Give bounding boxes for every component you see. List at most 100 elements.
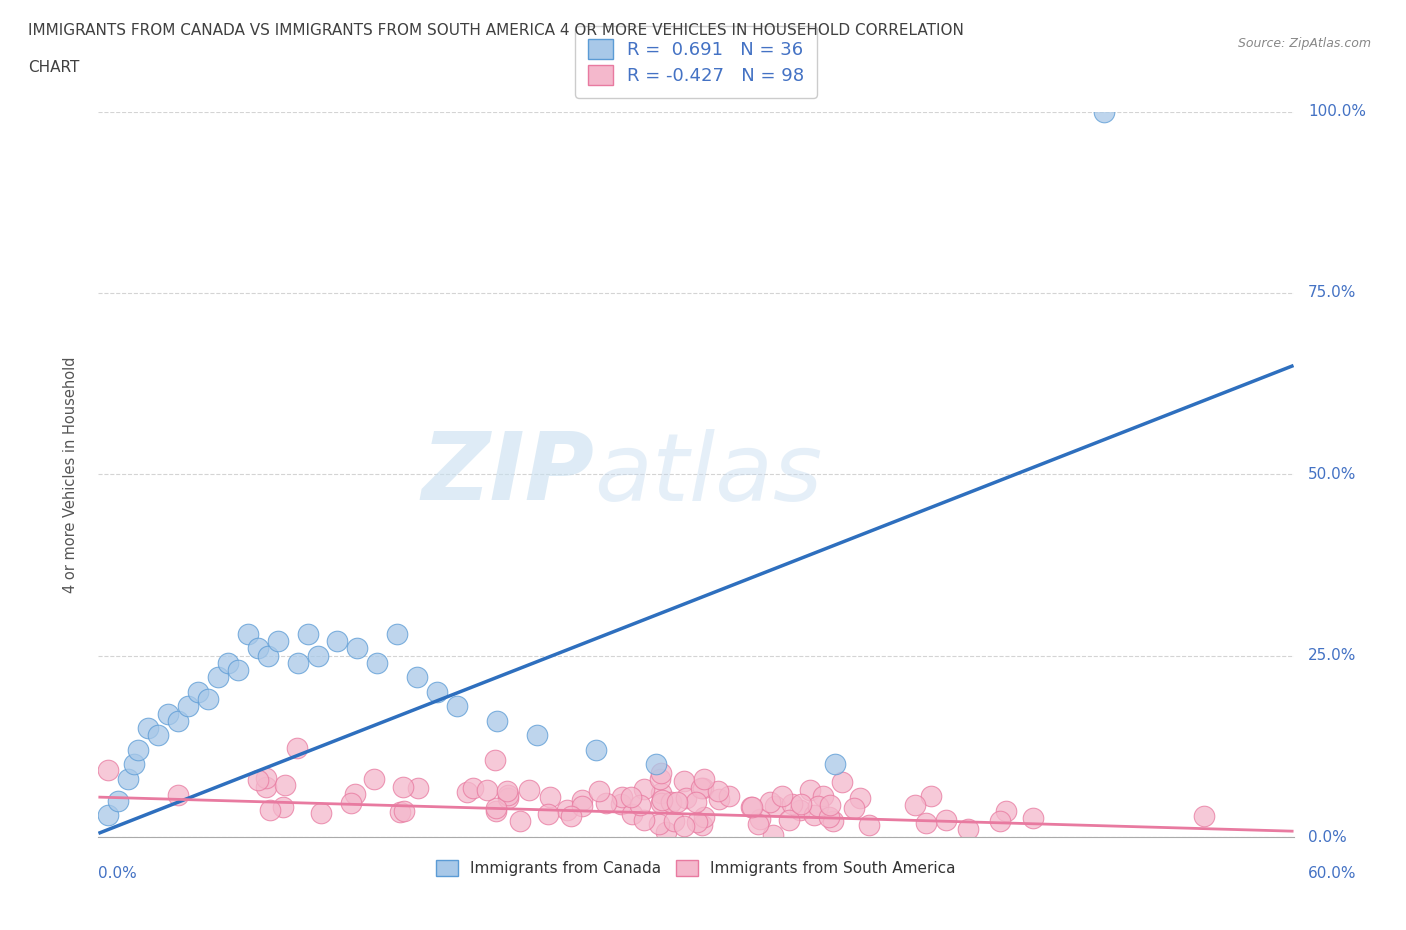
- Point: [167, 788, 190, 803]
- Point: [555, 802, 578, 817]
- Point: [585, 742, 607, 757]
- Point: [718, 789, 741, 804]
- Point: [426, 684, 449, 699]
- Point: [124, 757, 146, 772]
- Point: [177, 699, 200, 714]
- Point: [823, 814, 845, 829]
- Point: [187, 684, 209, 699]
- Point: [496, 790, 519, 805]
- Point: [995, 804, 1018, 818]
- Point: [904, 797, 927, 812]
- Point: [526, 728, 548, 743]
- Point: [117, 772, 139, 787]
- Point: [665, 794, 688, 809]
- Point: [366, 656, 388, 671]
- Text: CHART: CHART: [28, 60, 80, 75]
- Point: [749, 812, 772, 827]
- Point: [456, 785, 478, 800]
- Point: [343, 787, 366, 802]
- Point: [655, 825, 678, 840]
- Point: [309, 805, 332, 820]
- Point: [620, 790, 643, 804]
- Point: [759, 795, 782, 810]
- Point: [782, 797, 804, 812]
- Point: [707, 792, 730, 807]
- Point: [633, 781, 655, 796]
- Point: [274, 777, 297, 792]
- Point: [256, 648, 278, 663]
- Point: [650, 796, 672, 811]
- Point: [537, 806, 560, 821]
- Point: [647, 817, 669, 831]
- Text: 0.0%: 0.0%: [1308, 830, 1347, 844]
- Point: [236, 627, 259, 642]
- Point: [811, 789, 834, 804]
- Text: Source: ZipAtlas.com: Source: ZipAtlas.com: [1237, 37, 1371, 50]
- Point: [346, 641, 368, 656]
- Text: atlas: atlas: [595, 429, 823, 520]
- Point: [254, 779, 277, 794]
- Point: [789, 803, 811, 817]
- Point: [692, 772, 714, 787]
- Point: [388, 804, 411, 819]
- Point: [136, 721, 159, 736]
- Point: [287, 656, 309, 671]
- Point: [588, 784, 610, 799]
- Point: [650, 786, 672, 801]
- Point: [571, 792, 593, 807]
- Point: [673, 774, 696, 789]
- Point: [685, 794, 707, 809]
- Point: [484, 752, 506, 767]
- Point: [620, 806, 643, 821]
- Point: [157, 706, 180, 721]
- Point: [1192, 808, 1215, 823]
- Point: [920, 789, 942, 804]
- Point: [659, 795, 682, 810]
- Point: [778, 812, 800, 827]
- Point: [650, 771, 672, 786]
- Point: [915, 816, 938, 830]
- Point: [799, 783, 821, 798]
- Point: [538, 790, 561, 804]
- Point: [651, 792, 673, 807]
- Point: [824, 757, 846, 772]
- Point: [628, 797, 651, 812]
- Point: [595, 795, 617, 810]
- Point: [259, 803, 281, 817]
- Point: [662, 814, 685, 829]
- Point: [485, 804, 508, 819]
- Point: [340, 796, 363, 811]
- Text: 75.0%: 75.0%: [1308, 286, 1357, 300]
- Point: [197, 692, 219, 707]
- Point: [690, 780, 713, 795]
- Point: [97, 808, 120, 823]
- Point: [740, 799, 762, 814]
- Point: [692, 817, 714, 832]
- Point: [148, 728, 170, 743]
- Point: [391, 779, 413, 794]
- Point: [747, 817, 769, 831]
- Point: [485, 800, 508, 815]
- Point: [763, 799, 786, 814]
- Point: [246, 641, 269, 656]
- Point: [385, 627, 409, 642]
- Point: [762, 828, 785, 843]
- Point: [707, 784, 730, 799]
- Point: [560, 808, 582, 823]
- Point: [692, 780, 714, 795]
- Point: [167, 713, 190, 728]
- Point: [633, 812, 655, 827]
- Text: IMMIGRANTS FROM CANADA VS IMMIGRANTS FROM SOUTH AMERICA 4 OR MORE VEHICLES IN HO: IMMIGRANTS FROM CANADA VS IMMIGRANTS FRO…: [28, 23, 965, 38]
- Point: [1022, 810, 1045, 825]
- Text: 25.0%: 25.0%: [1308, 648, 1357, 663]
- Point: [770, 789, 793, 804]
- Point: [509, 813, 531, 828]
- Point: [645, 757, 668, 772]
- Point: [650, 765, 672, 780]
- Text: 0.0%: 0.0%: [98, 866, 138, 881]
- Legend: Immigrants from Canada, Immigrants from South America: Immigrants from Canada, Immigrants from …: [429, 853, 963, 884]
- Text: 100.0%: 100.0%: [1308, 104, 1365, 119]
- Y-axis label: 4 or more Vehicles in Household: 4 or more Vehicles in Household: [63, 356, 77, 592]
- Point: [392, 804, 415, 818]
- Point: [675, 790, 697, 805]
